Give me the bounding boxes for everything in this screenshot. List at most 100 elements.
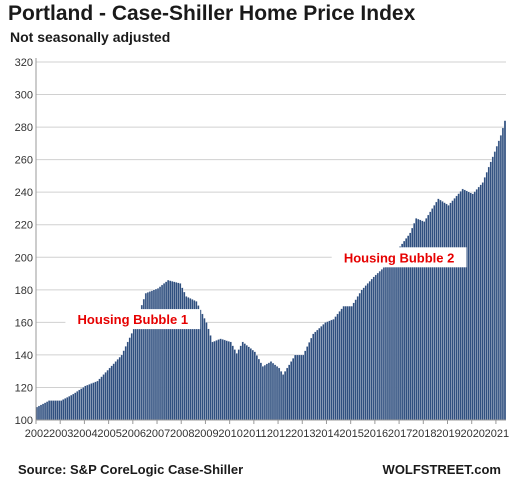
bar	[489, 161, 493, 421]
bar	[453, 198, 456, 421]
bar	[384, 265, 388, 421]
bar	[275, 366, 279, 421]
bar	[346, 305, 349, 421]
bar	[495, 145, 499, 421]
x-tick-label: 2016	[364, 428, 388, 440]
x-tick-label: 2009	[194, 428, 218, 440]
bar	[219, 338, 222, 421]
x-tick-label: 2019	[436, 428, 460, 440]
bar	[279, 371, 283, 421]
bar	[388, 259, 392, 421]
bar	[58, 400, 61, 421]
bar	[110, 365, 113, 421]
bar	[86, 384, 89, 421]
bar	[469, 192, 472, 421]
bar	[457, 193, 460, 421]
chart-title: Portland - Case-Shiller Home Price Index	[8, 2, 416, 25]
bar	[300, 354, 303, 421]
bar	[203, 317, 206, 421]
bar	[473, 191, 476, 421]
y-tick-label: 300	[15, 90, 33, 102]
bar	[451, 200, 454, 421]
bar	[376, 272, 380, 421]
bar	[245, 344, 248, 421]
bar	[314, 331, 317, 421]
bar	[257, 358, 261, 421]
bar	[356, 296, 359, 421]
bar	[100, 376, 103, 421]
bar	[292, 358, 295, 421]
y-tick-label: 160	[15, 317, 33, 329]
bar	[465, 190, 468, 421]
bar	[215, 340, 218, 421]
bar	[233, 349, 236, 421]
bar	[209, 335, 212, 421]
bar	[229, 341, 232, 421]
bar	[427, 214, 430, 421]
bar	[283, 371, 287, 421]
bar	[84, 385, 87, 421]
bar	[455, 195, 458, 421]
bar	[306, 346, 309, 421]
bar	[312, 333, 315, 421]
annotation-label: Housing Bubble 1	[78, 312, 189, 327]
bar	[320, 326, 323, 421]
x-tick-label: 2013	[291, 428, 315, 440]
bar	[154, 288, 158, 421]
bar	[290, 361, 293, 421]
bar	[461, 188, 464, 421]
bar	[273, 364, 277, 421]
bar	[445, 203, 448, 421]
bar	[360, 289, 363, 421]
bar	[62, 399, 65, 421]
bar	[322, 324, 325, 421]
bar	[338, 311, 341, 421]
bar	[78, 389, 81, 421]
bar	[340, 308, 343, 421]
bar	[366, 283, 369, 421]
bar	[47, 400, 51, 421]
bar	[398, 246, 402, 421]
bar	[378, 270, 382, 421]
bar	[467, 191, 470, 421]
bar	[162, 283, 166, 421]
y-tick-label: 320	[15, 57, 33, 69]
bar	[177, 282, 180, 421]
bar	[344, 305, 347, 421]
bar	[54, 400, 57, 421]
bar	[217, 339, 220, 421]
bar	[249, 348, 252, 421]
bar	[481, 182, 484, 421]
bar	[449, 202, 452, 421]
bar	[336, 313, 339, 421]
bar	[253, 351, 257, 421]
bar	[368, 280, 371, 421]
bar	[237, 349, 240, 421]
bar	[168, 280, 172, 421]
bar	[82, 387, 85, 421]
x-tick-label: 2015	[339, 428, 363, 440]
y-tick-label: 280	[15, 122, 33, 134]
bar	[156, 288, 160, 421]
bar	[475, 189, 478, 421]
bar	[459, 191, 462, 421]
bar	[120, 354, 123, 421]
bar	[431, 208, 434, 421]
bar	[118, 356, 121, 421]
source-note: Source: S&P CoreLogic Case-Shiller	[18, 462, 244, 477]
x-tick-label: 2011	[243, 428, 267, 440]
bar	[358, 292, 361, 421]
bar	[106, 369, 109, 421]
bar	[60, 400, 63, 421]
x-tick-label: 2012	[267, 428, 291, 440]
bar	[497, 140, 501, 421]
bar	[170, 280, 174, 421]
bar	[261, 366, 265, 421]
bar	[134, 322, 138, 421]
bar	[51, 400, 55, 421]
bar	[374, 274, 378, 421]
bar	[72, 393, 75, 421]
bar	[392, 254, 396, 421]
bar	[166, 279, 170, 421]
y-tick-label: 220	[15, 220, 33, 232]
